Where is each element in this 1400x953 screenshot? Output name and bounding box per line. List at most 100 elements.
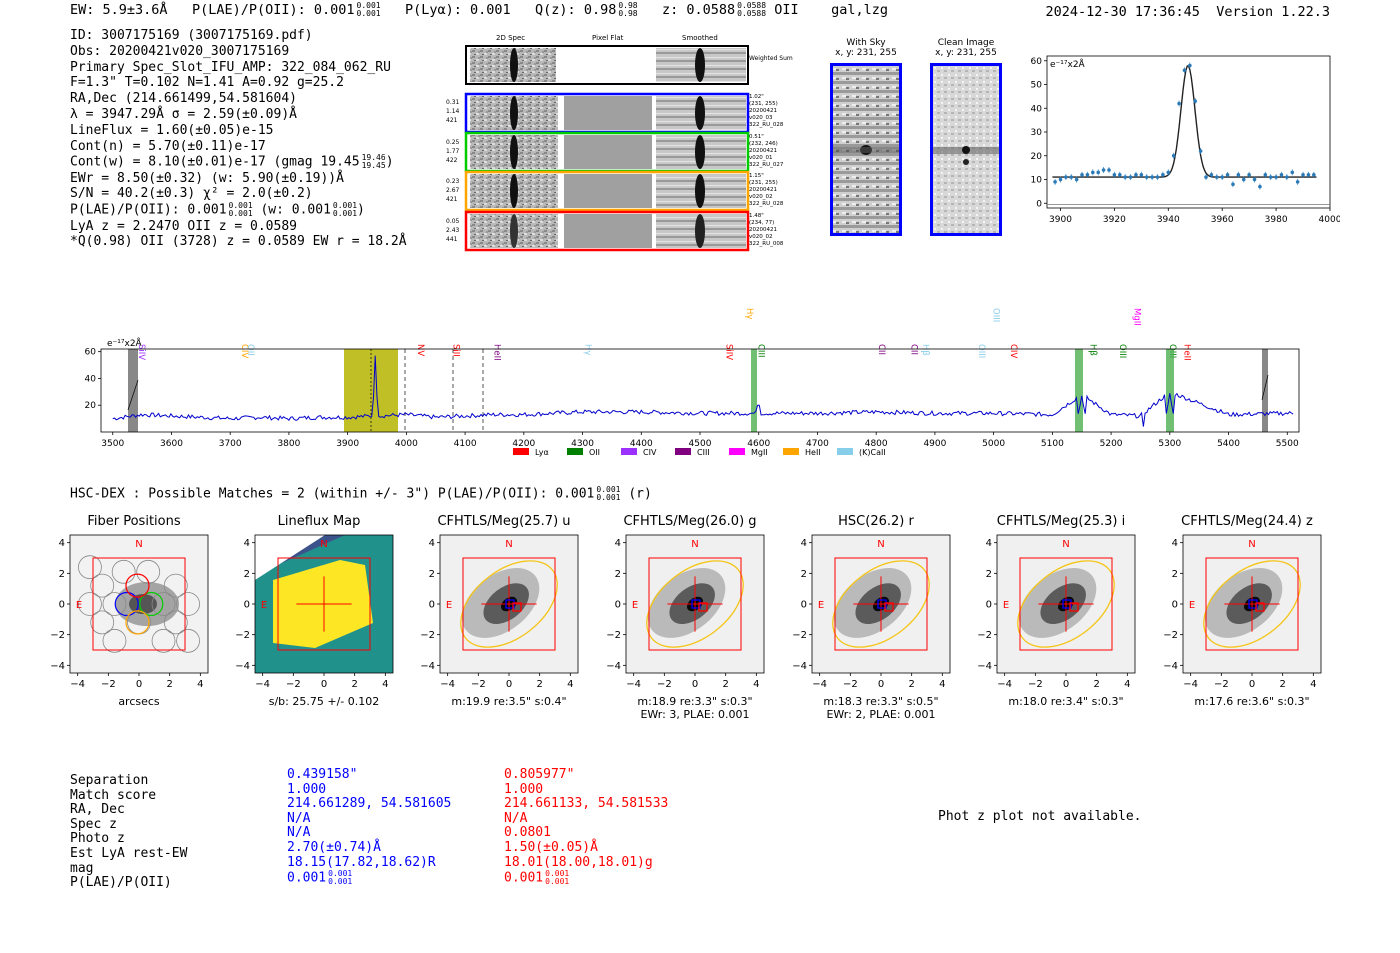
compass-east: E (632, 600, 638, 611)
fullspec-line-label: OIII (991, 308, 1001, 322)
match-value: 1.000 (287, 781, 327, 797)
linefit-y-tick-label: 10 (1031, 176, 1043, 186)
info-plae: P(LAE)/P(OII): 0.001 0.001 0.001 (w: 0.001… (70, 201, 365, 219)
panel-y-tick-label: 0 (801, 600, 807, 611)
match-label: Photo z (70, 831, 125, 847)
fullspec-y-ticks: 20 40 60 (85, 348, 101, 411)
fiber-circle (111, 559, 136, 584)
linefit-point (1155, 175, 1160, 179)
panel-x-tick-label: 0 (1063, 679, 1069, 690)
fullspec-line-label: SiIV (723, 344, 733, 360)
compass-east: E (818, 600, 824, 611)
spec2d-row-1 (464, 92, 750, 134)
info-block: ID: 3007175169 (3007175169.pdf) Obs: 202… (70, 28, 407, 250)
aperture-box (1205, 557, 1299, 651)
fullspec-x-tick-label: 5300 (1158, 439, 1181, 449)
with-sky-image (830, 63, 902, 236)
panel-x-tick-label: −2 (101, 679, 116, 690)
linefit-point (1123, 175, 1127, 179)
fullspec-sky-band-1 (128, 349, 138, 432)
panel-y-tick-label: 0 (1172, 600, 1178, 611)
fullspec-x-tick-label: 3600 (160, 439, 183, 449)
match-box-1 (691, 599, 701, 609)
fullspec-x-tick-label: 4100 (454, 439, 477, 449)
header-version: Version 1.22.3 (1216, 4, 1330, 20)
aperture-box (92, 557, 186, 651)
hsc-panel-image: N E 4 2 0 −2 −4 −4 −2 0 2 4 (977, 534, 1136, 690)
match-value: N/A (287, 825, 311, 841)
info-sn: S/N = 40.2(±0.3) χ² = 2.0(±0.2) (70, 186, 313, 202)
linefit-point (1188, 63, 1192, 68)
fullspec-line-label: OIII (1117, 344, 1127, 358)
linefit-point (1236, 172, 1241, 177)
compass-north: N (135, 539, 142, 550)
linefit-point (1139, 172, 1144, 177)
fullspec-x-tick-label: 3700 (219, 439, 242, 449)
info-fiber: F=1.3" T=0.102 N=1.41 A=0.92 g=25.2 (70, 75, 344, 91)
hsc-panels-row: Fiber Positions N E 4 2 0 −2 −4 −4 −2 0 2 4 arcsecs Li… (0, 512, 1400, 727)
aperture-ellipse (1017, 560, 1115, 648)
panel-y-tick-label: 0 (59, 600, 65, 611)
hsc-panel-image: N E 4 2 0 −2 −4 −4 −2 0 2 4 (50, 534, 209, 690)
fullspec-x-tick-label: 4000 (395, 439, 418, 449)
hsc-panel-title: HSC(26.2) r (838, 514, 914, 529)
fullspec-x-tick-label: 5000 (982, 439, 1005, 449)
hsc-panel-image: N E 4 2 0 −2 −4 −4 −2 0 2 4 (792, 534, 951, 690)
compass-east: E (1189, 600, 1195, 611)
info-lya: LyA z = 2.2470 OII z = 0.0589 (70, 218, 297, 234)
match-label: RA, Dec (70, 802, 125, 818)
fullspec-line-label: Hγ (582, 344, 592, 355)
fiber-circle (78, 555, 102, 580)
legend-label: HeII (805, 448, 821, 457)
panel-y-tick-label: 4 (244, 538, 250, 549)
linefit-point (1166, 170, 1171, 175)
panel-x-tick-label: 2 (908, 679, 914, 690)
fullspec-legend: Lyα OII CIV CIII MgII HeII (K)CaII (513, 448, 886, 457)
fiber-circle (90, 573, 115, 598)
hsc-panel-title: CFHTLS/Meg(25.7) u (437, 514, 571, 529)
panel-x-tick-label: 2 (1279, 679, 1285, 690)
panel-y-tick-label: −4 (606, 661, 621, 672)
linefit-y-tick-label: 20 (1031, 152, 1043, 162)
spec2d-panel (464, 45, 750, 252)
match-value: 1.50(±0.05)Å (504, 839, 598, 855)
panel-x-tick-label: 4 (1124, 679, 1130, 690)
aperture-box (1019, 557, 1113, 651)
fullspec-y-tick-label: 60 (85, 348, 97, 358)
match-label: Spec z (70, 816, 117, 832)
fiber-circle (163, 610, 188, 635)
panel-y-tick-label: −2 (606, 630, 621, 641)
linefit-x-tick-label: 3940 (1157, 215, 1180, 225)
panel-x-tick-label: 2 (722, 679, 728, 690)
panel-y-tick-label: 2 (986, 569, 992, 580)
fullspec-line-label: NV (415, 344, 425, 356)
match-col-1: 0.439158" 1.000 214.661289, 54.581605 N/… (287, 767, 451, 886)
match-value: 0.805977" (504, 767, 575, 782)
linefit-unit-label: e⁻¹⁷x2Å (1050, 58, 1086, 70)
legend-swatch (621, 448, 637, 455)
info-obs: Obs: 20200421v020_3007175169 (70, 43, 290, 59)
aperture-box (834, 557, 928, 651)
aperture-box (648, 557, 742, 651)
linefit-point (1171, 153, 1176, 158)
spec2d-row3-left: 0.23 2.67 421 (446, 178, 460, 203)
hsc-panel-image: N E 4 2 0 −2 −4 −4 −2 0 2 4 (235, 534, 394, 690)
fullspec-sky-band-2 (1262, 349, 1268, 432)
panel-x-tick-label: −2 (286, 679, 301, 690)
fiber-circle-highlight (139, 591, 164, 617)
fullspec-line-label: CIV (239, 344, 249, 358)
hsc-panel-image: N E 4 2 0 −2 −4 −4 −2 0 2 4 (606, 534, 765, 690)
spec2d-title-2d: 2D Spec (496, 34, 526, 42)
spec2d-row-4 (464, 210, 750, 252)
header-z: z: 0.0588 (661, 2, 736, 18)
match-value: 1.000 (504, 781, 544, 797)
spec2d-weighted-row (465, 45, 749, 85)
linefit-point (1306, 172, 1311, 177)
linefit-point (1209, 172, 1214, 177)
panel-x-tick-label: 0 (692, 679, 698, 690)
fullspec-green-band-1 (751, 349, 757, 432)
panel-x-tick-label: 0 (878, 679, 884, 690)
linefit-point (1112, 172, 1117, 177)
spec2d-weighted-label: Weighted Sum (749, 55, 793, 62)
